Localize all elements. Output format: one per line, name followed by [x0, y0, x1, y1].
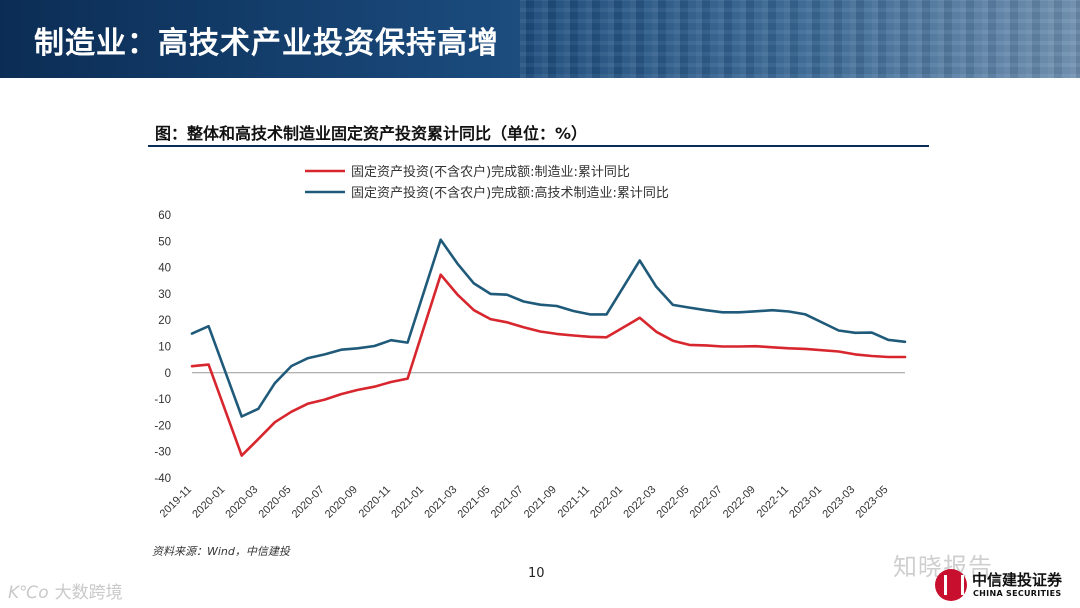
y-tick-label: 20: [158, 315, 171, 327]
x-tick-label: 2022-03: [621, 484, 658, 521]
series-lines: [190, 238, 907, 457]
y-tick-label: 10: [158, 342, 171, 354]
y-tick-label: -10: [154, 394, 171, 406]
title-banner: 制造业：高技术产业投资保持高增: [0, 0, 1080, 78]
y-tick-label: -30: [154, 447, 171, 459]
source-note: 资料来源：Wind，中信建投: [152, 545, 290, 558]
brand-name-cn: 中信建投证券: [972, 571, 1063, 589]
x-tick-label: 2021-07: [489, 484, 526, 521]
page-number: 10: [528, 566, 545, 581]
y-tick-label: 60: [158, 210, 171, 222]
x-tick-label: 2021-01: [389, 484, 426, 521]
x-tick-label: 2020-01: [190, 484, 227, 521]
y-tick-label: -40: [154, 473, 171, 485]
x-tick-label: 2020-11: [357, 484, 393, 520]
x-tick-label: 2023-05: [854, 484, 891, 521]
x-tick-label: 2023-03: [820, 484, 857, 521]
x-axis: 2019-112020-012020-032020-052020-072020-…: [158, 372, 905, 521]
x-tick-label: 2023-01: [787, 484, 824, 521]
x-tick-label: 2020-07: [290, 484, 327, 521]
y-tick-label: 0: [165, 368, 171, 380]
figure-title-rule: [148, 145, 929, 147]
y-tick-label: 40: [158, 263, 171, 275]
x-tick-label: 2022-05: [655, 484, 692, 521]
brand-name-en: CHINA SECURITIES: [973, 589, 1062, 598]
chart-legend: 固定资产投资(不含农户)完成额:制造业:累计同比固定资产投资(不含农户)完成额:…: [305, 164, 669, 201]
slide-title: 制造业：高技术产业投资保持高增: [34, 26, 499, 61]
figure-title: 图：整体和高技术制造业固定资产投资累计同比（单位：%）: [155, 124, 588, 143]
y-axis: -40 -30 -20 -10 0 10 20 30 40 50 60: [154, 210, 171, 485]
x-tick-label: 2021-03: [422, 484, 459, 521]
x-tick-label: 2021-05: [456, 484, 493, 521]
y-tick-label: -20: [154, 420, 171, 432]
legend-label-hightech: 固定资产投资(不含农户)完成额:高技术制造业:累计同比: [351, 185, 669, 201]
x-tick-label: 2020-05: [257, 484, 294, 521]
x-tick-label: 2019-11: [158, 484, 194, 520]
x-tick-label: 2020-03: [223, 484, 260, 521]
legend-label-manufacturing: 固定资产投资(不含农户)完成额:制造业:累计同比: [351, 164, 630, 180]
x-tick-label: 2022-07: [688, 484, 725, 521]
x-tick-label: 2021-11: [556, 484, 592, 520]
watermark-left-text: 大数跨境: [54, 583, 123, 603]
series-line-manufacturing: [190, 273, 907, 457]
y-tick-label: 50: [158, 236, 171, 248]
x-tick-label: 2022-01: [588, 484, 625, 521]
x-tick-label: 2021-09: [522, 484, 559, 521]
x-tick-label: 2022-09: [721, 484, 758, 521]
banner-background-image: [520, 0, 1080, 78]
series-line-hightech: [190, 238, 907, 418]
brand-logo: 中信建投证券 CHINA SECURITIES: [935, 567, 1075, 605]
y-tick-label: 30: [158, 289, 171, 301]
watermark-left: K℃o 大数跨境: [8, 578, 123, 603]
x-tick-label: 2020-09: [323, 484, 360, 521]
brand-emblem-icon: [935, 569, 967, 601]
watermark-logo: K℃o: [8, 583, 49, 603]
x-tick-label: 2022-11: [755, 484, 791, 520]
